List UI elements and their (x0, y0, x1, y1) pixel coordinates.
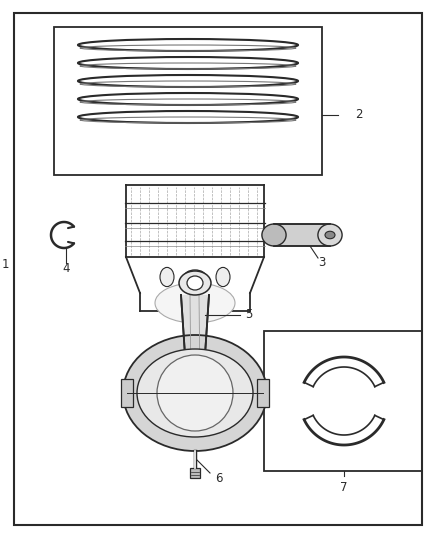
Polygon shape (175, 385, 215, 415)
Bar (121, 379, 133, 407)
Ellipse shape (78, 111, 298, 123)
Ellipse shape (123, 335, 267, 451)
Ellipse shape (137, 349, 253, 437)
Text: 7: 7 (340, 481, 348, 494)
Ellipse shape (78, 75, 298, 87)
Ellipse shape (262, 224, 286, 246)
Ellipse shape (160, 268, 174, 287)
Ellipse shape (184, 270, 206, 284)
Text: 2: 2 (355, 109, 363, 122)
Ellipse shape (78, 93, 298, 105)
Ellipse shape (216, 268, 230, 287)
Polygon shape (181, 295, 209, 385)
Ellipse shape (318, 224, 342, 246)
Text: 5: 5 (245, 309, 252, 321)
Bar (257, 379, 269, 407)
Text: 4: 4 (62, 262, 70, 274)
Text: 6: 6 (215, 472, 223, 484)
Text: 1: 1 (1, 259, 9, 271)
Text: 3: 3 (318, 256, 326, 270)
Ellipse shape (78, 57, 298, 69)
Ellipse shape (187, 276, 203, 290)
Bar (274, 224, 330, 246)
Bar (54, 27, 322, 175)
Ellipse shape (325, 231, 335, 239)
Bar (190, 468, 200, 478)
Ellipse shape (179, 271, 211, 295)
Ellipse shape (78, 39, 298, 51)
Bar (264, 331, 422, 471)
Ellipse shape (155, 283, 235, 323)
Ellipse shape (157, 355, 233, 431)
